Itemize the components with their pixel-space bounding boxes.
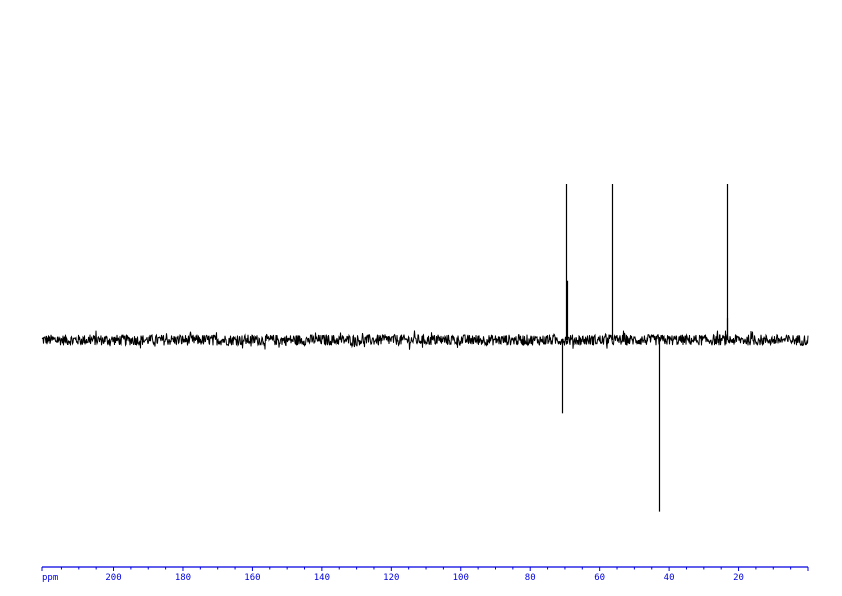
spectrum-trace-group (41, 330, 809, 350)
x-tick-label: 120 (383, 573, 399, 583)
x-tick-label: 180 (175, 573, 191, 583)
x-tick-label: 200 (105, 573, 121, 583)
x-tick-label: 60 (594, 573, 605, 583)
baseline-noise-trace (41, 330, 809, 350)
x-tick-label: 100 (453, 573, 469, 583)
x-tick-label: 20 (733, 573, 744, 583)
x-tick-label: 140 (314, 573, 330, 583)
x-tick-label: 40 (664, 573, 675, 583)
x-axis-unit-label: ppm (42, 573, 58, 583)
x-tick-label: 160 (244, 573, 260, 583)
x-tick-label: 80 (525, 573, 536, 583)
x-axis: 200 180 160 140 120 100 80 60 40 20 (41, 566, 809, 583)
peak-group (561, 184, 729, 512)
